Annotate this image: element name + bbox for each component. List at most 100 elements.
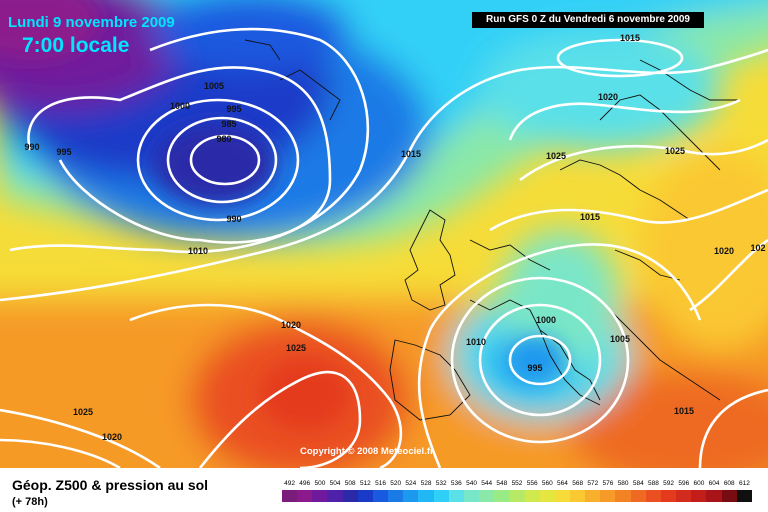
scale-value-label: 584	[632, 480, 644, 487]
scale-value-label: 520	[390, 480, 402, 487]
legend-title: Géop. Z500 & pression au sol	[12, 477, 209, 493]
scale-swatch	[691, 490, 707, 502]
isobar-label: 1015	[673, 406, 695, 416]
scale-swatch	[569, 490, 586, 502]
isobar-label: 980	[216, 134, 232, 144]
scale-value-label: 496	[299, 480, 311, 487]
scale-value-label: 596	[678, 480, 690, 487]
isobar-label: 1025	[72, 407, 94, 417]
scale-value-label: 588	[648, 480, 659, 487]
scale-swatch	[660, 490, 677, 502]
scale-swatch	[388, 490, 404, 502]
scale-swatch	[585, 490, 601, 502]
scale-value-label: 508	[344, 480, 356, 487]
isobar-label: 1020	[101, 432, 123, 442]
isobar-label: 1020	[713, 246, 735, 256]
scale-swatch	[372, 490, 389, 502]
scale-swatch	[676, 490, 692, 502]
scale-swatch	[357, 490, 373, 502]
isobar-label: 1025	[285, 343, 307, 353]
legend-footer: Géop. Z500 & pression au sol (+ 78h) 492…	[0, 468, 768, 512]
scale-swatch	[554, 490, 570, 502]
scale-value-label: 528	[420, 480, 432, 487]
scale-value-label: 568	[572, 480, 584, 487]
forecast-date: Lundi 9 novembre 2009	[8, 14, 175, 31]
scale-value-label: 560	[541, 480, 553, 487]
isobar-label: 985	[221, 119, 237, 129]
isobar-label: 990	[24, 142, 40, 152]
z500-pressure-map	[0, 0, 768, 468]
scale-value-label: 540	[466, 480, 477, 487]
scale-swatch	[539, 490, 555, 502]
scale-swatch	[479, 490, 495, 502]
isobar-label: 1020	[280, 320, 302, 330]
scale-swatch	[524, 490, 540, 502]
scale-swatch	[448, 490, 464, 502]
scale-swatch	[736, 490, 752, 502]
scale-value-label: 500	[314, 480, 326, 487]
scale-value-label: 580	[617, 480, 629, 487]
scale-swatch	[615, 490, 631, 502]
run-info-box: Run GFS 0 Z du Vendredi 6 novembre 2009	[472, 12, 704, 28]
isobar-label: 1000	[535, 315, 557, 325]
scale-value-label: 492	[284, 480, 296, 487]
isobar-label: 1000	[169, 101, 191, 111]
isobar-lines	[0, 27, 768, 468]
isobar-label: 1025	[664, 146, 686, 156]
isobar-label: 1015	[619, 33, 641, 43]
scale-value-label: 572	[587, 480, 599, 487]
isobar-label: 990	[226, 214, 242, 224]
scale-value-label: 556	[526, 480, 538, 487]
scale-swatch	[433, 490, 449, 502]
scale-swatch	[509, 490, 525, 502]
isobar-label: 1005	[203, 81, 225, 91]
scale-value-label: 592	[663, 480, 675, 487]
scale-value-label: 552	[511, 480, 523, 487]
legend-subtitle: (+ 78h)	[12, 496, 48, 508]
scale-swatch	[645, 490, 661, 502]
scale-value-label: 532	[435, 480, 447, 487]
scale-value-label: 600	[693, 480, 705, 487]
scale-value-label: 512	[359, 480, 371, 487]
isobar-label: 1010	[187, 246, 209, 256]
scale-value-label: 548	[496, 480, 508, 487]
scale-swatch	[327, 490, 343, 502]
scale-swatch	[706, 490, 722, 502]
isobar-label: 1020	[597, 92, 619, 102]
scale-value-label: 612	[738, 480, 750, 487]
scale-value-label: 564	[557, 480, 568, 487]
scale-swatch	[342, 490, 358, 502]
scale-swatch	[282, 490, 298, 502]
scale-swatch	[600, 490, 616, 502]
isobar-label: 1005	[609, 334, 631, 344]
scale-swatch	[494, 490, 510, 502]
scale-value-label: 504	[329, 480, 341, 487]
scale-swatch	[721, 490, 737, 502]
scale-swatch	[312, 490, 328, 502]
geopotential-fill	[0, 0, 768, 468]
color-scale-bar	[282, 490, 752, 502]
isobar-label: 102	[750, 243, 766, 253]
scale-value-label: 604	[708, 480, 720, 487]
scale-swatch	[403, 490, 419, 502]
scale-swatch	[418, 490, 434, 502]
scale-swatch	[463, 490, 480, 502]
scale-value-label: 608	[723, 480, 735, 487]
isobar-label: 1025	[545, 151, 567, 161]
scale-value-label: 544	[481, 480, 493, 487]
scale-value-label: 524	[405, 480, 417, 487]
scale-swatch	[297, 490, 313, 502]
isobar-label: 995	[226, 104, 242, 114]
color-scale-labels: 492 496 500 504 508 512 516 520 524 528 532 536 540 5…	[282, 480, 752, 490]
scale-value-label: 516	[375, 480, 386, 487]
forecast-time: 7:00 locale	[22, 34, 130, 57]
isobar-label: 1015	[400, 149, 422, 159]
isobar-label: 1015	[579, 212, 601, 222]
isobar-label: 995	[527, 363, 543, 373]
scale-value-label: 576	[602, 480, 614, 487]
scale-swatch	[630, 490, 646, 502]
scale-value-label: 536	[450, 480, 462, 487]
isobar-label: 1010	[465, 337, 487, 347]
copyright-notice: Copyright © 2008 Meteociel.fr	[300, 446, 434, 457]
